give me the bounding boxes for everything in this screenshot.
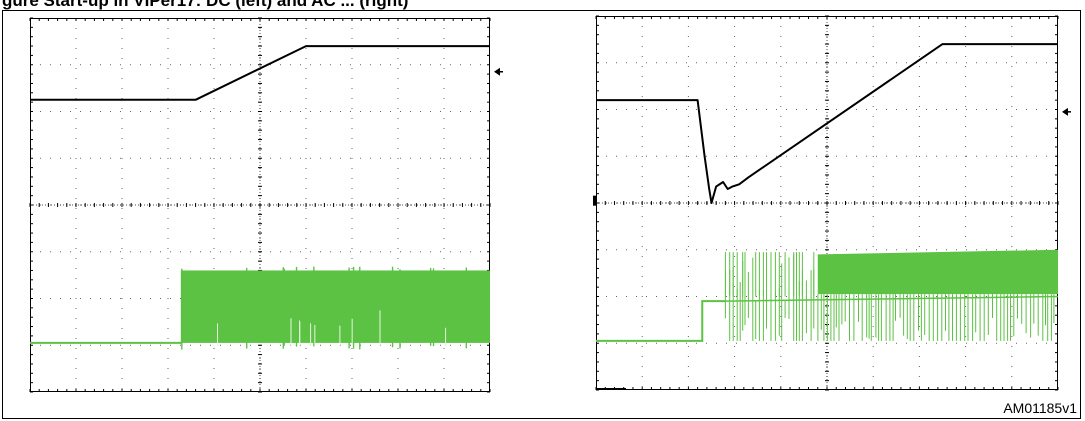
right-voltage-trace: [596, 43, 1058, 204]
left-scope-display: [29, 17, 503, 393]
right-ground-marker: [593, 195, 596, 206]
left-scope-grid: [29, 17, 491, 393]
figure-id-label: AM01185v1: [1003, 400, 1077, 416]
right-switching-baseline: [596, 300, 726, 342]
left-voltage-trace: [30, 45, 490, 101]
left-switching-burst: [181, 270, 491, 343]
right-scope-traces: [596, 43, 1059, 342]
left-level-marker-icon: [494, 67, 500, 76]
figure-header: gure Start-up in VIPer17: DC (left) and …: [2, 0, 409, 10]
figure-frame: [2, 10, 1081, 419]
right-level-marker-icon: [1062, 107, 1068, 116]
right-switching-top-edge: [725, 295, 1059, 302]
left-scope-markers: [494, 67, 503, 76]
right-switching-dense-band: [817, 249, 1058, 295]
right-scope-display: [593, 15, 1071, 391]
left-scope-traces: [30, 45, 491, 350]
right-scope-markers: [593, 107, 1071, 390]
